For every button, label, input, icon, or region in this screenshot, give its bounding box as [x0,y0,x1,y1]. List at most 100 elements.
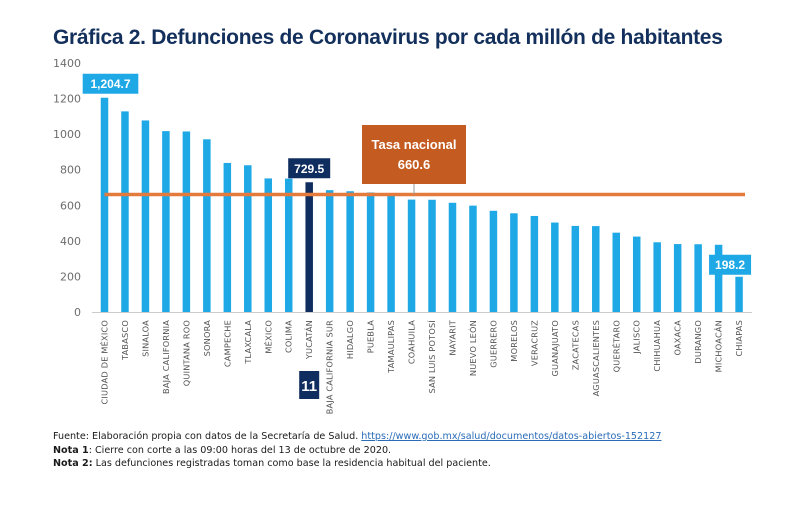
bar [428,199,436,312]
source-text: Fuente: Elaboración propia con datos de … [53,431,362,442]
bar [100,97,109,312]
bar [632,236,641,312]
national-rate-title: Tasa nacional [371,137,456,152]
national-rate-box [362,125,466,184]
x-tick-label: SAN LUIS POTOSÍ [426,320,437,394]
bar [346,191,354,312]
y-tick-label: 200 [60,270,81,283]
x-tick-label: TAMAULIPAS [386,320,396,374]
bar [592,226,600,312]
y-tick-label: 600 [60,199,81,212]
bar [387,194,395,312]
x-tick-label: CHIAPAS [734,320,744,357]
bars [100,97,743,313]
y-tick-label: 0 [74,306,81,319]
bar [203,139,211,312]
note-2-label: Nota 2: [53,458,93,469]
x-tick-label: CAMPECHE [222,320,232,367]
bar [530,215,539,312]
bar [469,205,477,312]
x-tick-label: AGUASCALIENTES [591,320,601,396]
bar [305,182,313,312]
data-label: 198.2 [715,258,745,272]
x-tick-label: JALISCO [632,320,642,355]
note-2: Nota 2: Las defunciones registradas toma… [53,457,661,471]
x-tick-label: GUERRERO [488,320,498,368]
data-label-box [709,254,752,275]
x-tick-label: QUERÉTARO [610,320,621,372]
bar [489,210,498,312]
x-tick-label: YUCATÁN [303,320,314,360]
y-tick-label: 1000 [53,128,81,141]
rank-badge-box [299,371,320,399]
rank-badge: 11 [299,371,320,399]
bar [551,222,559,312]
x-tick-label: QUINTANA ROO [181,320,191,386]
note-1-text: : Cierre con corte a las 09:00 horas del… [88,444,392,456]
bar [162,131,170,312]
x-tick-label: OAXACA [673,320,683,356]
bar [141,120,150,312]
note-2-text: Las defunciones registradas toman como b… [92,458,491,469]
bar [121,111,129,313]
x-tick-label: VERACRUZ [529,320,539,366]
x-tick-label: ZACATECAS [570,320,580,370]
bar [244,165,252,312]
bar [366,192,375,312]
x-tick-label: BAJA CALIFORNIA SUR [325,320,335,414]
y-tick-label: 800 [60,164,81,177]
bar [448,202,457,312]
note-1: Nota 1: Cierre con corte a las 09:00 hor… [53,444,661,458]
x-tick-label: MORELOS [509,320,519,362]
x-tick-label: PUEBLA [366,320,376,353]
y-tick-label: 1200 [53,93,81,106]
x-tick-label: NAYARIT [447,319,457,355]
source-link[interactable]: https://www.gob.mx/salud/documentos/dato… [361,431,662,442]
bar [571,225,580,312]
x-tick-label: NUEVO LEÓN [467,320,478,376]
bar [735,276,743,312]
x-axis-labels: CIUDAD DE MÉXICO TABASCO SINALOA BAJA CALIF… [99,319,745,414]
bar [407,199,416,312]
x-tick-label: DURANGO [693,320,703,364]
x-tick-label: BAJA CALIFORNIA [161,320,171,394]
y-tick-label: 1400 [53,57,81,70]
data-label: 729.5 [294,162,324,176]
national-rate-value: 660.6 [398,157,431,172]
data-labels: 1,204.7 729.5 198.2 [82,73,752,275]
x-tick-label: SINALOA [140,320,150,357]
bar [325,190,334,312]
x-tick-label: SONORA [202,320,212,357]
data-label: 1,204.7 [90,77,130,91]
y-tick-label: 400 [60,235,81,248]
x-tick-label: GUANAJUATO [550,320,560,376]
bar [182,131,191,312]
x-tick-label: MICHOACÁN [713,320,724,372]
x-tick-label: MÉXICO [262,320,273,354]
y-axis: 0 200 400 600 800 1000 1200 1400 [53,57,81,319]
x-tick-label: CHIHUAHUA [652,320,662,372]
bar [264,178,273,312]
national-rate-label: Tasa nacional 660.6 [362,125,466,184]
chart-notes: Fuente: Elaboración propia con datos de … [53,430,661,471]
data-label-box [288,158,331,179]
x-tick-label: HIDALGO [345,320,355,359]
x-tick-label: TABASCO [120,320,130,361]
data-label-box [82,73,139,94]
source-line: Fuente: Elaboración propia con datos de … [53,430,661,444]
bar [612,232,620,312]
x-tick-label: CIUDAD DE MÉXICO [99,320,110,405]
bar [653,242,661,312]
chart-title: Gráfica 2. Defunciones de Coronavirus po… [53,26,723,49]
bar [284,178,293,312]
x-tick-label: COLIMA [284,320,294,353]
bar [223,162,232,312]
note-1-label: Nota 1 [53,444,89,456]
bar [694,244,702,312]
bar [510,213,518,312]
x-tick-label: COAHUILA [407,320,417,364]
x-tick-label: TLAXCALA [243,320,253,365]
bar [714,244,723,312]
bar [673,244,682,312]
